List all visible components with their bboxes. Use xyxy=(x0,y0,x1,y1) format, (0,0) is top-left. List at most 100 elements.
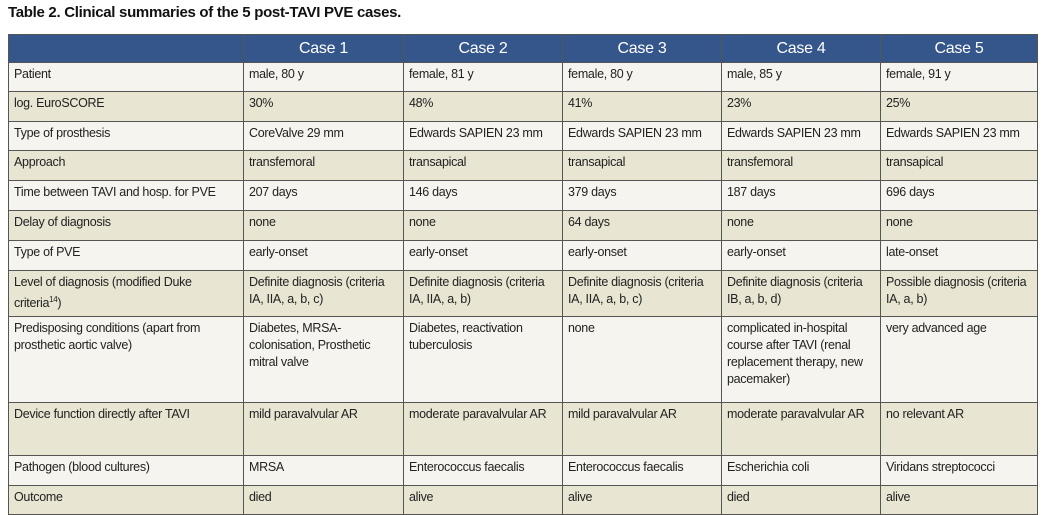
row-label-text: Type of prosthesis xyxy=(14,126,111,140)
table-cell: female, 91 y xyxy=(880,62,1038,92)
row-label: log. EuroSCORE xyxy=(8,91,244,122)
table-cell: transapical xyxy=(562,150,722,181)
row-label: Approach xyxy=(8,150,244,181)
row-label: Predisposing conditions (apart from pros… xyxy=(8,316,244,403)
row-label: Device function directly after TAVI xyxy=(8,402,244,456)
table-cell: transapical xyxy=(880,150,1038,181)
table-cell: CoreValve 29 mm xyxy=(243,121,404,151)
table-cell: late-onset xyxy=(880,240,1038,271)
table-cell: Escherichia coli xyxy=(721,455,881,486)
table-cell: Definite diagnosis (criteria IA, IIA, a,… xyxy=(403,270,563,317)
table-cell: Enterococcus faecalis xyxy=(403,455,563,486)
table-row: Outcome died alive alive died alive xyxy=(8,485,1038,515)
table-row: Time between TAVI and hosp. for PVE 207 d… xyxy=(8,180,1038,211)
header-row: Case 1 Case 2 Case 3 Case 4 Case 5 xyxy=(8,34,1038,63)
row-label: Patient xyxy=(8,62,244,92)
table-cell: complicated in-hospital course after TAV… xyxy=(721,316,881,403)
table-row: Type of prosthesis CoreValve 29 mm Edwards… xyxy=(8,121,1038,151)
column-header: Case 3 xyxy=(562,34,722,63)
table-row: Predisposing conditions (apart from pros… xyxy=(8,316,1038,403)
table-cell: 187 days xyxy=(721,180,881,211)
table-cell: male, 85 y xyxy=(721,62,881,92)
table-row: Approach transfemoral transapical transapic… xyxy=(8,150,1038,181)
table-cell: Enterococcus faecalis xyxy=(562,455,722,486)
table-cell: 30% xyxy=(243,91,404,122)
table-cell: Possible diagnosis (criteria IA, a, b) xyxy=(880,270,1038,317)
table-cell: male, 80 y xyxy=(243,62,404,92)
table-cell: Edwards SAPIEN 23 mm xyxy=(403,121,563,151)
table-cell: moderate paravalvular AR xyxy=(403,402,563,456)
table-cell: early-onset xyxy=(562,240,722,271)
table-row: log. EuroSCORE 30% 48% 41% 23% 25% xyxy=(8,91,1038,122)
table-cell: 207 days xyxy=(243,180,404,211)
table-cell: 48% xyxy=(403,91,563,122)
table-row: Delay of diagnosis none none 64 days none non… xyxy=(8,210,1038,241)
table-cell: no relevant AR xyxy=(880,402,1038,456)
row-label-text: log. EuroSCORE xyxy=(14,96,105,110)
table-cell: very advanced age xyxy=(880,316,1038,403)
table-cell: transapical xyxy=(403,150,563,181)
table-cell: 25% xyxy=(880,91,1038,122)
table-row: Type of PVE early-onset early-onset early-o… xyxy=(8,240,1038,271)
reference-superscript: 14 xyxy=(49,295,58,304)
row-label-text: Outcome xyxy=(14,490,63,504)
table-cell: MRSA xyxy=(243,455,404,486)
table-cell: Diabetes, reactivation tuberculosis xyxy=(403,316,563,403)
table-cell: mild paravalvular AR xyxy=(562,402,722,456)
row-label-end: ) xyxy=(57,296,62,311)
row-label: Outcome xyxy=(8,485,244,515)
table-cell: Edwards SAPIEN 23 mm xyxy=(880,121,1038,151)
row-label-text: Type of PVE xyxy=(14,245,81,259)
table-cell: died xyxy=(721,485,881,515)
column-header: Case 5 xyxy=(880,34,1038,63)
table-cell: 23% xyxy=(721,91,881,122)
table-cell: 696 days xyxy=(880,180,1038,211)
row-label-text: Predisposing conditions (apart from pros… xyxy=(14,321,201,352)
table-cell: early-onset xyxy=(403,240,563,271)
table-cell: Edwards SAPIEN 23 mm xyxy=(562,121,722,151)
table-cell: none xyxy=(403,210,563,241)
header-blank xyxy=(8,34,244,63)
table-cell: 379 days xyxy=(562,180,722,211)
row-label: Type of PVE xyxy=(8,240,244,271)
table-cell: alive xyxy=(403,485,563,515)
table-cell: alive xyxy=(562,485,722,515)
table-cell: 41% xyxy=(562,91,722,122)
table-cell: 64 days xyxy=(562,210,722,241)
table-cell: Viridans streptococci xyxy=(880,455,1038,486)
table-row: Patient male, 80 y female, 81 y female, 80 … xyxy=(8,62,1038,92)
table-cell: alive xyxy=(880,485,1038,515)
table-cell: female, 80 y xyxy=(562,62,722,92)
table-cell: Diabetes, MRSA-colonisation, Prosthetic … xyxy=(243,316,404,403)
table-cell: early-onset xyxy=(721,240,881,271)
row-label: Delay of diagnosis xyxy=(8,210,244,241)
table-cell: Definite diagnosis (criteria IA, IIA, a,… xyxy=(243,270,404,317)
table-cell: transfemoral xyxy=(721,150,881,181)
row-label-text: Approach xyxy=(14,155,66,169)
column-header: Case 4 xyxy=(721,34,881,63)
row-label-text: Patient xyxy=(14,67,51,81)
row-label-text: Time between TAVI and hosp. for PVE xyxy=(14,185,216,199)
table-row: Pathogen (blood cultures) MRSA Enterococcu… xyxy=(8,455,1038,486)
table-cell: none xyxy=(721,210,881,241)
table-row: Level of diagnosis (modified Duke criter… xyxy=(8,270,1038,317)
row-label: Time between TAVI and hosp. for PVE xyxy=(8,180,244,211)
table-cell: mild paravalvular AR xyxy=(243,402,404,456)
table-cell: none xyxy=(880,210,1038,241)
row-label: Pathogen (blood cultures) xyxy=(8,455,244,486)
table-cell: Definite diagnosis (criteria IB, a, b, d… xyxy=(721,270,881,317)
table-cell: moderate paravalvular AR xyxy=(721,402,881,456)
clinical-summary-table: Case 1 Case 2 Case 3 Case 4 Case 5 Patie… xyxy=(8,34,1038,515)
table-cell: none xyxy=(243,210,404,241)
row-label-text: Delay of diagnosis xyxy=(14,215,111,229)
table-row: Device function directly after TAVI mild … xyxy=(8,402,1038,456)
table-cell: female, 81 y xyxy=(403,62,563,92)
table-title: Table 2. Clinical summaries of the 5 pos… xyxy=(8,4,402,21)
table-cell: died xyxy=(243,485,404,515)
table-cell: Edwards SAPIEN 23 mm xyxy=(721,121,881,151)
column-header: Case 1 xyxy=(243,34,404,63)
row-label: Level of diagnosis (modified Duke criter… xyxy=(8,270,244,317)
table-cell: early-onset xyxy=(243,240,404,271)
row-label-text: Device function directly after TAVI xyxy=(14,407,190,421)
column-header: Case 2 xyxy=(403,34,563,63)
